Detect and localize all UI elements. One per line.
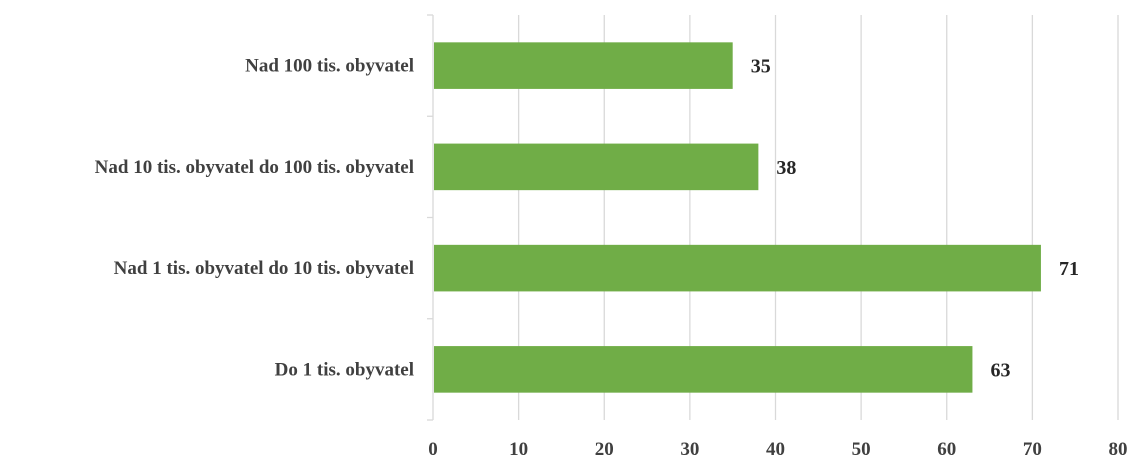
bar-1	[434, 42, 733, 89]
bar-4	[434, 346, 973, 393]
category-axis	[427, 14, 434, 421]
data-label-4: 63	[990, 359, 1010, 381]
x-tick-label-50: 50	[852, 439, 871, 458]
x-tick-label-10: 10	[509, 439, 528, 458]
x-tick-label-20: 20	[595, 439, 614, 458]
x-tick-label-40: 40	[766, 439, 785, 458]
category-label-4: Do 1 tis. obyvatel	[275, 359, 414, 380]
bar-2	[434, 143, 759, 191]
x-tick-label-0: 0	[428, 439, 438, 458]
data-label-2: 38	[776, 157, 796, 179]
bar-3	[434, 244, 1041, 292]
x-axis-tick-labels: 0 10 20 30 40 50 60 70 80	[428, 439, 1127, 458]
bars	[434, 42, 1041, 393]
category-label-2: Nad 10 tis. obyvatel do 100 tis. obyvate…	[95, 157, 414, 178]
data-labels: 35 38 71 63	[751, 56, 1079, 382]
x-tick-label-70: 70	[1023, 439, 1042, 458]
data-label-1: 35	[751, 56, 771, 78]
x-tick-label-60: 60	[937, 439, 956, 458]
category-label-1: Nad 100 tis. obyvatel	[245, 56, 414, 77]
category-label-3: Nad 1 tis. obyvatel do 10 tis. obyvatel	[114, 258, 414, 279]
x-tick-label-30: 30	[680, 439, 699, 458]
data-label-3: 71	[1059, 258, 1079, 280]
category-labels: Nad 100 tis. obyvatel Nad 10 tis. obyvate…	[95, 56, 414, 381]
x-tick-label-80: 80	[1109, 439, 1128, 458]
